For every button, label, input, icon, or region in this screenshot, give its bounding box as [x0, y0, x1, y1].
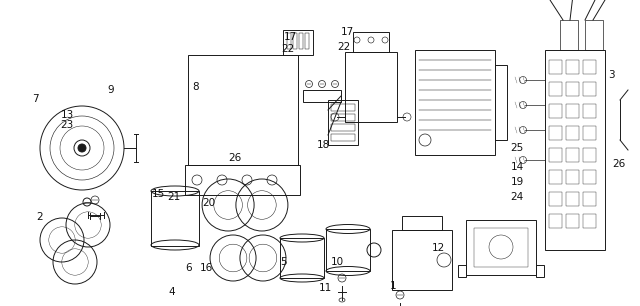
- Bar: [185, 165, 300, 195]
- Bar: [560, 20, 578, 50]
- Text: 23: 23: [61, 121, 74, 130]
- Bar: [549, 82, 562, 96]
- Bar: [566, 192, 579, 206]
- Bar: [583, 104, 596, 118]
- Text: 11: 11: [319, 283, 332, 293]
- Text: 24: 24: [511, 192, 524, 202]
- Bar: [549, 170, 562, 184]
- Bar: [585, 20, 603, 50]
- Text: 6: 6: [186, 263, 192, 273]
- Bar: [583, 126, 596, 140]
- Text: 25: 25: [511, 144, 524, 153]
- Bar: [293, 33, 297, 49]
- Text: 18: 18: [317, 140, 330, 150]
- Bar: [583, 148, 596, 162]
- Bar: [583, 214, 596, 228]
- Bar: [287, 33, 291, 49]
- Bar: [583, 60, 596, 74]
- Bar: [331, 114, 355, 121]
- Bar: [549, 192, 562, 206]
- Bar: [545, 50, 605, 250]
- Bar: [474, 228, 528, 267]
- Bar: [331, 134, 355, 141]
- Bar: [188, 55, 298, 165]
- Bar: [566, 170, 579, 184]
- Text: 16: 16: [200, 263, 212, 273]
- Text: 22: 22: [282, 44, 294, 54]
- Text: 20: 20: [203, 199, 216, 208]
- Bar: [280, 238, 324, 278]
- Text: 7: 7: [32, 95, 38, 104]
- Bar: [415, 50, 495, 155]
- Bar: [549, 60, 562, 74]
- Bar: [566, 126, 579, 140]
- Bar: [151, 191, 199, 246]
- Bar: [536, 265, 544, 277]
- Bar: [305, 33, 309, 49]
- Bar: [303, 90, 341, 102]
- Text: 14: 14: [511, 162, 524, 172]
- Text: 9: 9: [108, 85, 114, 95]
- Bar: [331, 124, 355, 131]
- Text: 12: 12: [432, 243, 445, 253]
- Bar: [392, 230, 452, 290]
- Bar: [326, 229, 370, 271]
- Text: 2: 2: [36, 212, 43, 222]
- Text: 4: 4: [168, 287, 175, 297]
- Text: 21: 21: [168, 192, 180, 202]
- Bar: [566, 214, 579, 228]
- Bar: [331, 104, 355, 111]
- Text: 26: 26: [612, 159, 625, 169]
- Text: 22: 22: [338, 43, 351, 52]
- Bar: [566, 82, 579, 96]
- Bar: [549, 126, 562, 140]
- Bar: [566, 104, 579, 118]
- Circle shape: [78, 144, 86, 152]
- Bar: [466, 220, 536, 275]
- Bar: [283, 30, 313, 55]
- Text: 17: 17: [284, 32, 297, 42]
- Bar: [583, 192, 596, 206]
- Bar: [566, 60, 579, 74]
- Bar: [566, 148, 579, 162]
- Bar: [549, 148, 562, 162]
- Bar: [328, 100, 358, 145]
- Text: 26: 26: [228, 153, 241, 162]
- Bar: [402, 216, 442, 230]
- Bar: [583, 82, 596, 96]
- Bar: [495, 65, 507, 140]
- Bar: [353, 32, 389, 52]
- Bar: [299, 33, 303, 49]
- Text: 1: 1: [390, 281, 397, 291]
- Bar: [345, 52, 397, 122]
- Text: 15: 15: [152, 189, 165, 199]
- Text: 13: 13: [61, 110, 74, 120]
- Text: 17: 17: [341, 27, 354, 37]
- Bar: [549, 104, 562, 118]
- Bar: [583, 170, 596, 184]
- Text: 10: 10: [331, 257, 344, 267]
- Text: 5: 5: [280, 257, 287, 267]
- Text: 19: 19: [511, 177, 524, 187]
- Text: 8: 8: [192, 82, 198, 92]
- Text: 3: 3: [608, 70, 614, 80]
- Bar: [549, 214, 562, 228]
- Bar: [458, 265, 466, 277]
